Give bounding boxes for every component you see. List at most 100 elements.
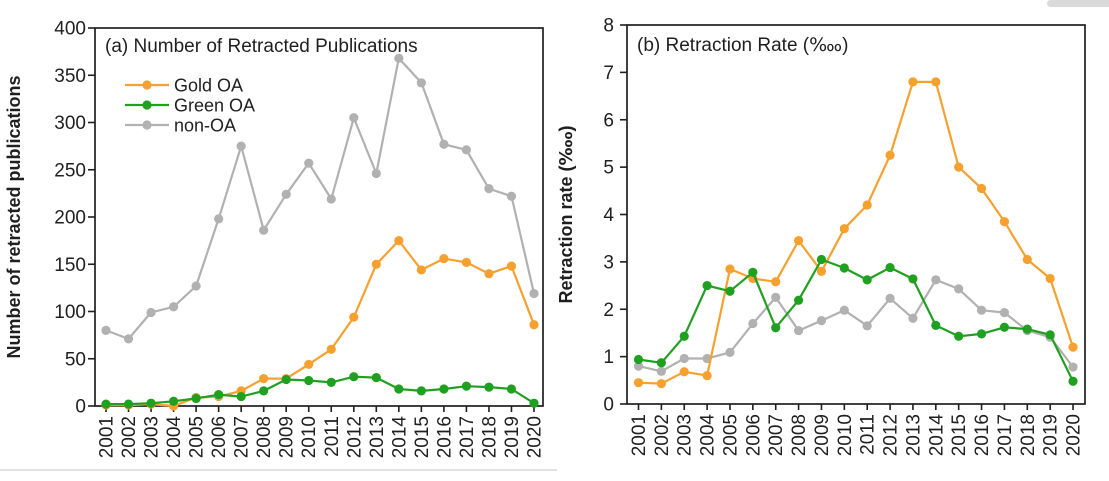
data-point [259, 373, 269, 384]
x-tick-label: 2015 [949, 414, 970, 456]
data-point [168, 302, 179, 312]
data-point [349, 372, 359, 382]
y-tick-label: 50 [65, 349, 86, 370]
y-tick-label: 8 [603, 16, 614, 37]
x-tick-label: 2016 [972, 414, 993, 456]
x-tick-label: 2001 [629, 414, 650, 456]
series-gold-oa [101, 236, 539, 411]
data-point [885, 150, 895, 160]
data-point [633, 378, 644, 388]
data-point [146, 307, 156, 318]
data-point [976, 305, 987, 315]
x-tick-label: 2013 [903, 414, 924, 456]
x-tick-label: 2020 [1064, 414, 1085, 456]
data-point [101, 399, 111, 409]
x-tick-label: 2003 [675, 414, 696, 456]
data-point [349, 113, 359, 123]
x-tick-label: 2007 [232, 416, 253, 458]
data-point [771, 277, 781, 287]
panel-title: (b) Retraction Rate (‱) [637, 35, 848, 56]
x-tick-label: 2018 [479, 416, 500, 458]
x-tick-label: 2017 [995, 414, 1016, 456]
data-point [1068, 376, 1078, 386]
plot-frame [626, 24, 1086, 405]
data-point [101, 325, 111, 335]
x-tick-label: 2009 [812, 414, 833, 456]
data-point [816, 266, 827, 276]
y-tick-label: 300 [54, 113, 86, 134]
x-tick-label: 2004 [164, 416, 185, 459]
data-point [656, 366, 666, 376]
data-point [461, 257, 472, 267]
data-point [371, 373, 381, 383]
data-point [908, 77, 918, 87]
x-tick-label: 2015 [412, 416, 433, 458]
data-point [908, 313, 918, 323]
series-line [105, 57, 536, 340]
data-point [885, 262, 895, 273]
x-tick-label: 2004 [698, 414, 719, 457]
x-tick-label: 2012 [881, 414, 902, 456]
panel-title: (a) Number of Retracted Publications [105, 36, 418, 57]
legend-marker [142, 80, 152, 90]
data-point [725, 347, 735, 357]
series-non-oa [101, 53, 539, 344]
data-point [999, 307, 1010, 318]
data-point [725, 264, 735, 274]
y-tick-label: 0 [603, 395, 614, 416]
legend-label: non-OA [174, 116, 236, 136]
x-tick-label: 2014 [926, 414, 947, 457]
series-gold-oa [633, 77, 1078, 389]
data-point [304, 158, 314, 168]
data-point [839, 263, 849, 273]
data-point [1068, 342, 1078, 352]
data-point [793, 295, 804, 305]
x-tick-label: 2017 [457, 416, 478, 458]
data-point [326, 344, 336, 354]
legend-item-non-oa: non-OA [125, 116, 236, 136]
data-point [679, 331, 689, 341]
data-point [976, 329, 987, 339]
data-point [839, 305, 849, 315]
y-tick-label: 250 [54, 160, 86, 181]
data-point [326, 377, 336, 387]
y-tick-label: 7 [603, 63, 614, 84]
x-tick-label: 2019 [1041, 414, 1062, 456]
data-point [999, 322, 1010, 332]
data-point [439, 139, 449, 149]
data-point [394, 384, 404, 394]
data-point [529, 288, 539, 299]
data-point [816, 254, 827, 265]
data-point [394, 236, 404, 246]
data-point [214, 214, 224, 224]
data-point [259, 225, 269, 235]
data-point [191, 281, 201, 291]
y-tick-label: 4 [603, 205, 614, 226]
data-point [416, 386, 426, 396]
data-point [793, 325, 804, 336]
data-point [168, 396, 179, 406]
data-point [885, 293, 895, 303]
data-point [1022, 254, 1032, 265]
data-point [371, 259, 381, 269]
x-tick-label: 2010 [299, 416, 320, 458]
x-tick-label: 2006 [209, 416, 230, 458]
data-point [656, 358, 666, 368]
data-point [506, 191, 517, 201]
data-point [259, 386, 269, 396]
data-point [529, 398, 539, 408]
data-point [908, 274, 918, 284]
data-point [771, 292, 781, 303]
x-tick-label: 2003 [142, 416, 163, 458]
x-tick-label: 2009 [277, 416, 298, 458]
legend-marker [142, 100, 152, 110]
y-axis-label: Retraction rate (‱) [556, 126, 576, 304]
x-tick-label: 2005 [187, 416, 208, 458]
legend-item-green-oa: Green OA [125, 96, 255, 116]
y-tick-label: 1 [603, 347, 614, 368]
data-point [633, 361, 644, 371]
x-tick-label: 2002 [652, 414, 673, 456]
data-point [679, 353, 689, 364]
